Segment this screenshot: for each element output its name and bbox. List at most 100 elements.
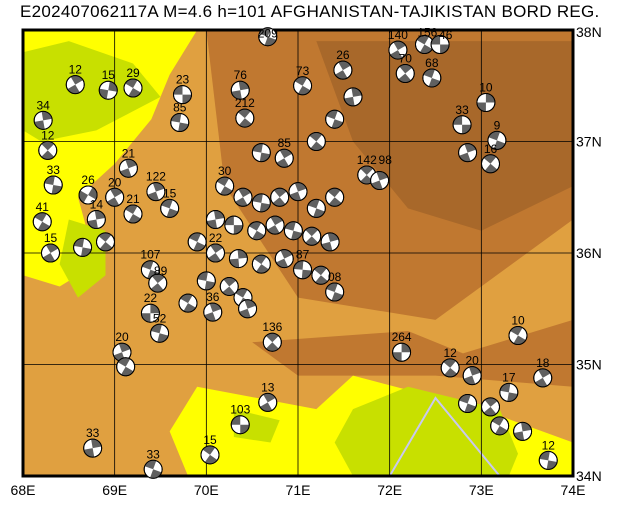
beachball-compression: [91, 439, 102, 449]
focal-mechanism: [251, 143, 271, 163]
lat-tick-label: 34N: [576, 468, 602, 484]
beachball-compression: [272, 197, 286, 207]
beachball-compression: [483, 406, 497, 416]
focal-mechanism: [490, 416, 510, 436]
beachball-outline: [499, 382, 519, 402]
beachball-outline: [476, 92, 496, 112]
beachball-compression: [81, 247, 92, 257]
depth-label: 16: [484, 142, 498, 156]
beachball-compression: [328, 197, 342, 207]
beachball-outline: [118, 158, 138, 178]
focal-mechanism: [41, 243, 60, 263]
beachball-outline: [274, 148, 294, 168]
beachball-outline: [123, 78, 143, 98]
beachball-outline: [148, 273, 168, 293]
beachball-outline: [65, 75, 85, 95]
focal-mechanism: [458, 143, 478, 163]
beachball-compression: [231, 415, 241, 425]
focal-mechanism: [32, 212, 52, 232]
focal-mechanism: [235, 108, 255, 128]
beachball-outline: [430, 34, 450, 54]
focal-mechanism: [499, 382, 519, 402]
lon-tick-label: 69E: [102, 482, 127, 498]
beachball-outline: [325, 187, 345, 207]
beachball-outline: [224, 215, 244, 235]
beachball-outline: [288, 182, 308, 202]
focal-mechanism: [462, 366, 482, 386]
beachball-outline: [33, 110, 53, 130]
depth-label: 46: [439, 28, 453, 42]
beachball-compression: [41, 111, 53, 121]
beachball-outline: [247, 221, 267, 241]
beachball-outline: [395, 63, 415, 83]
focal-mechanism: [440, 358, 460, 378]
focal-mechanism: [274, 148, 294, 168]
beachball-outline: [458, 143, 478, 163]
beachball-outline: [78, 185, 98, 205]
lon-tick-label: 72E: [377, 482, 402, 498]
lat-tick-label: 35N: [576, 357, 602, 373]
depth-label: 12: [69, 63, 83, 77]
focal-mechanism: [43, 175, 63, 195]
focal-mechanism: [140, 303, 160, 323]
beachball-compression: [67, 84, 80, 94]
focal-mechanism: [422, 68, 442, 88]
focal-mechanism: [258, 27, 278, 47]
beachball-compression: [197, 271, 208, 281]
depth-label: 36: [206, 290, 220, 304]
depth-label: 15: [203, 433, 217, 447]
focal-mechanism: [230, 415, 250, 435]
focal-mechanism: [215, 176, 235, 196]
beachball-compression: [150, 304, 160, 314]
focal-mechanism: [265, 215, 285, 235]
lon-tick-label: 73E: [469, 482, 494, 498]
beachball-compression: [485, 93, 495, 103]
focal-mechanism: [370, 171, 390, 191]
beachball-compression: [539, 451, 550, 461]
beachball-outline: [262, 332, 282, 352]
beachball-compression: [431, 35, 441, 45]
lon-tick-label: 71E: [286, 482, 311, 498]
beachball-compression: [34, 212, 47, 222]
beachball-compression: [252, 193, 263, 203]
beachball-compression: [41, 150, 55, 160]
beachball-compression: [280, 249, 293, 259]
beachball-compression: [344, 96, 355, 106]
beachball-compression: [301, 269, 312, 279]
beachball-outline: [73, 237, 93, 257]
beachball-compression: [276, 158, 289, 168]
beachball-compression: [117, 357, 131, 367]
beachball-compression: [393, 41, 406, 51]
depth-label: 21: [122, 146, 136, 160]
beachball-outline: [238, 299, 258, 319]
focal-mechanism: [98, 80, 118, 100]
beachball-outline: [150, 323, 170, 343]
focal-mechanism: [140, 260, 160, 280]
beachball-compression: [499, 383, 511, 393]
beachball-compression: [235, 288, 248, 298]
beachball-compression: [110, 188, 123, 198]
depth-label: 122: [146, 170, 166, 184]
depth-label: 20: [115, 330, 129, 344]
lat-tick-label: 38N: [576, 24, 602, 40]
beachball-compression: [208, 253, 221, 262]
beachball-compression: [231, 90, 242, 100]
focal-mechanism: [230, 80, 250, 100]
beachball-compression: [270, 216, 283, 226]
focal-mechanism: [206, 243, 225, 263]
beachball-outline: [251, 193, 271, 213]
beachball-compression: [88, 187, 98, 200]
depth-label: 26: [81, 173, 95, 187]
focal-mechanism: [187, 232, 207, 252]
beachball-compression: [248, 221, 262, 231]
beachball-outline: [325, 282, 345, 302]
beachball-compression: [202, 445, 216, 455]
beachball-compression: [351, 87, 362, 97]
focal-mechanism: [538, 450, 558, 470]
depth-label: 73: [296, 64, 310, 78]
beachball-compression: [360, 165, 374, 175]
beachball-compression: [259, 152, 271, 162]
focal-mechanism: [293, 260, 313, 280]
beachball-compression: [495, 425, 508, 435]
terrain-zone: [23, 41, 161, 142]
